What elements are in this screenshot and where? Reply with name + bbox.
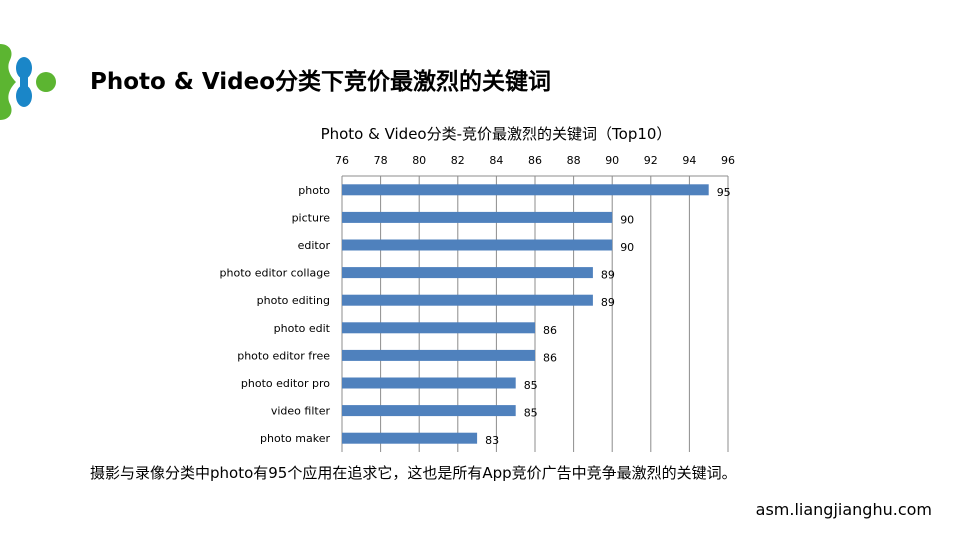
- logo-blue-top: [16, 57, 32, 79]
- bar: [342, 267, 593, 279]
- data-label: 85: [524, 379, 538, 392]
- data-label: 95: [717, 186, 731, 199]
- data-label: 89: [601, 296, 615, 309]
- slide-title: Photo & Video分类下竞价最激烈的关键词: [90, 69, 552, 95]
- x-tick-label: 90: [605, 154, 619, 167]
- bar: [342, 239, 613, 251]
- data-label: 83: [485, 434, 499, 447]
- category-label: photo editor pro: [241, 377, 330, 390]
- logo-green-dot: [36, 72, 56, 92]
- chart-title: Photo & Video分类-竞价最激烈的关键词（Top10）: [321, 125, 672, 143]
- category-label: video filter: [271, 405, 331, 418]
- x-tick-label: 80: [412, 154, 426, 167]
- data-label: 86: [543, 351, 557, 364]
- category-label: photo edit: [274, 322, 331, 335]
- x-tick-label: 78: [374, 154, 388, 167]
- chart-bars: [342, 184, 709, 444]
- logo-blue-bottom: [16, 85, 32, 107]
- bar: [342, 405, 516, 417]
- data-label: 85: [524, 407, 538, 420]
- x-tick-label: 82: [451, 154, 465, 167]
- x-tick-label: 86: [528, 154, 542, 167]
- data-labels: 95 90 90 89 89 86 86 85 85 83: [485, 186, 731, 447]
- brand-logo: [0, 44, 56, 120]
- site-url: asm.liangjianghu.com: [755, 500, 932, 519]
- x-tick-label: 96: [721, 154, 735, 167]
- category-label: photo editor collage: [220, 267, 331, 280]
- bar: [342, 184, 709, 196]
- x-tick-label: 94: [682, 154, 696, 167]
- data-label: 89: [601, 269, 615, 282]
- bar: [342, 349, 535, 361]
- x-tick-label: 88: [567, 154, 581, 167]
- slide-caption: 摄影与录像分类中photo有95个应用在追求它，这也是所有App竞价广告中竞争最…: [90, 464, 737, 482]
- data-label: 90: [620, 213, 634, 226]
- logo-blue-bridge: [20, 74, 28, 90]
- category-label: editor: [298, 239, 331, 252]
- bar: [342, 294, 593, 306]
- category-label: picture: [292, 211, 331, 224]
- category-labels: photo picture editor photo editor collage ph…: [220, 184, 331, 445]
- category-label: photo: [298, 184, 330, 197]
- x-tick-label: 76: [335, 154, 349, 167]
- x-tick-label: 92: [644, 154, 658, 167]
- data-label: 86: [543, 324, 557, 337]
- logo-green-shape: [0, 44, 16, 120]
- category-label: photo editing: [257, 294, 330, 307]
- x-tick-label: 84: [489, 154, 503, 167]
- x-axis-ticks: 76 78 80 82 84 86 88 90 92 94 96: [335, 154, 735, 167]
- data-label: 90: [620, 241, 634, 254]
- bar: [342, 377, 516, 389]
- bar: [342, 432, 478, 444]
- bar: [342, 322, 535, 334]
- category-label: photo editor free: [237, 349, 330, 362]
- category-label: photo maker: [260, 432, 330, 445]
- bar: [342, 211, 613, 223]
